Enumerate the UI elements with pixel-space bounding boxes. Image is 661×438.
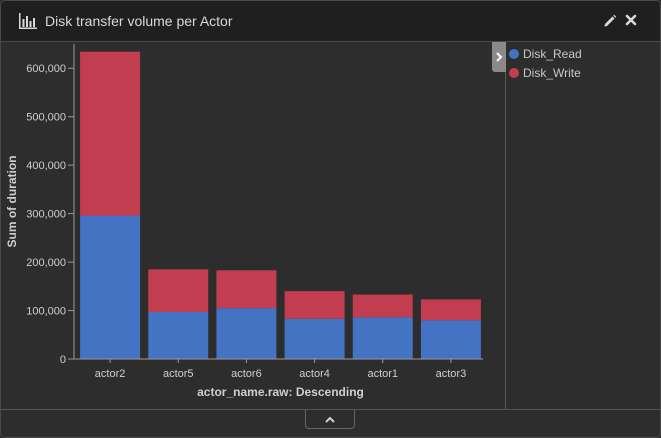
close-icon[interactable] xyxy=(625,14,637,26)
y-tick-label: 400,000 xyxy=(26,160,66,172)
legend-item-disk-write[interactable]: Disk_Write xyxy=(509,63,582,82)
y-tick-label: 500,000 xyxy=(26,112,66,124)
chart-legend: Disk_Read Disk_Write xyxy=(509,44,582,82)
bar-disk-read xyxy=(216,308,277,359)
y-tick-label: 100,000 xyxy=(26,306,66,318)
legend-divider xyxy=(505,42,506,409)
x-axis-label: actor_name.raw: Descending xyxy=(197,385,364,399)
bar-disk-read xyxy=(148,311,209,359)
x-tick-label: actor1 xyxy=(367,368,398,380)
bar-disk-write xyxy=(80,51,141,216)
bar-disk-write xyxy=(352,294,413,318)
legend-toggle-button[interactable] xyxy=(492,42,506,72)
y-tick-label: 600,000 xyxy=(26,63,66,75)
bar-disk-read xyxy=(420,320,481,359)
bar-disk-read xyxy=(284,318,345,359)
y-tick-label: 200,000 xyxy=(26,257,66,269)
y-tick-label: 0 xyxy=(60,354,66,366)
x-tick-label: actor6 xyxy=(231,368,262,380)
bar-disk-write xyxy=(148,269,209,312)
x-tick-label: actor2 xyxy=(95,368,126,380)
chart-area: actor2 actor5 actor6 actor4 actor1 actor3 0 100… xyxy=(1,42,505,409)
stacked-bar-chart: actor2 actor5 actor6 actor4 actor1 actor3 0 100… xyxy=(5,44,483,399)
panel-title: Disk transfer volume per Actor xyxy=(45,13,233,29)
y-axis-label: Sum of duration xyxy=(5,156,19,248)
chevron-right-icon xyxy=(496,52,503,62)
pencil-icon[interactable] xyxy=(603,14,617,28)
bar-chart-icon xyxy=(19,13,37,29)
legend-label: Disk_Write xyxy=(523,65,581,80)
panel-footer xyxy=(1,409,660,437)
bar-disk-read xyxy=(80,215,141,359)
legend-color-dot xyxy=(509,67,519,78)
y-tick-label: 300,000 xyxy=(26,209,66,221)
legend-item-disk-read[interactable]: Disk_Read xyxy=(509,44,582,63)
chevron-up-icon xyxy=(325,416,335,423)
x-tick-label: actor5 xyxy=(163,368,194,380)
bar-disk-write xyxy=(216,270,277,309)
x-tick-label: actor3 xyxy=(436,368,467,380)
legend-color-dot xyxy=(509,48,519,59)
bar-disk-write xyxy=(420,299,481,321)
x-tick-label: actor4 xyxy=(299,368,330,380)
expand-spy-button[interactable] xyxy=(305,410,355,429)
bar-disk-read xyxy=(352,317,413,359)
panel-header: Disk transfer volume per Actor xyxy=(1,1,660,42)
legend-label: Disk_Read xyxy=(523,46,582,61)
bar-disk-write xyxy=(284,291,345,319)
